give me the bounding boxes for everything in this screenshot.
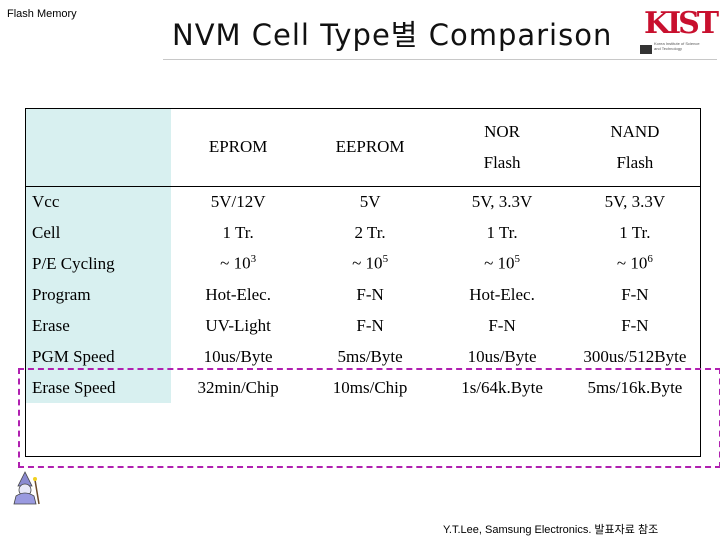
col-header-line2: Flash <box>616 153 654 172</box>
cell-exponent: 6 <box>647 253 653 266</box>
cell-base: ~ 10 <box>616 253 648 273</box>
table-cell: 300us/512Byte <box>583 346 687 366</box>
table-cell: 5V <box>359 191 381 211</box>
col-header-eeprom: EEPROM <box>305 108 435 186</box>
table-row: Erase UV-Light F-N F-N F-N <box>25 310 701 341</box>
table-cell: 1s/64k.Byte <box>461 377 543 397</box>
table-row: Vcc 5V/12V 5V 5V, 3.3V 5V, 3.3V <box>25 186 701 217</box>
header-corner-cell <box>25 108 172 186</box>
wizard-mascot-icon <box>13 471 40 505</box>
logo-subtitle: Korea Institute of Science and Technolog… <box>654 41 700 51</box>
table-cell: 32min/Chip <box>197 377 279 397</box>
table-cell: 10us/Byte <box>203 346 273 366</box>
table-row: Cell 1 Tr. 2 Tr. 1 Tr. 1 Tr. <box>25 217 701 248</box>
table-cell: 5ms/Byte <box>337 346 403 366</box>
table-cell: Hot-Elec. <box>205 284 271 304</box>
table-cell: F-N <box>356 284 384 304</box>
cell-exponent: 5 <box>382 253 389 266</box>
col-header-line2: Flash <box>483 153 521 172</box>
col-header-nand-flash: NAND Flash <box>569 108 701 186</box>
table-cell: ~ 105 <box>435 248 569 279</box>
row-label: Vcc <box>25 186 172 217</box>
col-header-line1: NOR <box>484 122 520 141</box>
cell-exponent: 5 <box>514 253 521 266</box>
row-label: P/E Cycling <box>25 248 172 279</box>
table-row: PGM Speed 10us/Byte 5ms/Byte 10us/Byte 300us… <box>25 341 701 372</box>
row-label: Cell <box>25 217 172 248</box>
table-cell: UV-Light <box>205 315 271 335</box>
row-label: Program <box>25 279 172 310</box>
table-cell: 10us/Byte <box>467 346 537 366</box>
col-header-line1: EPROM <box>208 137 268 156</box>
table-cell: F-N <box>621 315 649 335</box>
kist-logo: KIST Korea Institute of Science and Tech… <box>640 8 719 54</box>
cell-base: ~ 10 <box>352 253 383 273</box>
table-cell: 5ms/16k.Byte <box>587 377 683 397</box>
table-cell: ~ 103 <box>171 248 305 279</box>
table-row: P/E Cycling ~ 103 ~ 105 ~ 105 ~ 106 <box>25 248 701 279</box>
section-label: Flash Memory <box>7 8 77 20</box>
table-cell: ~ 106 <box>569 248 701 279</box>
comparison-table: EPROM EEPROM NOR Flash NAND Flash Vcc 5V/… <box>25 108 701 403</box>
table-cell: 1 Tr. <box>619 222 651 242</box>
table-cell: ~ 105 <box>305 248 435 279</box>
col-header-line1: EEPROM <box>335 137 405 156</box>
table-header-row: EPROM EEPROM NOR Flash NAND Flash <box>25 108 701 186</box>
col-header-nor-flash: NOR Flash <box>435 108 569 186</box>
row-label: Erase Speed <box>25 372 172 403</box>
title-divider <box>163 59 717 60</box>
cell-base: ~ 10 <box>484 253 515 273</box>
table-cell: 2 Tr. <box>354 222 386 242</box>
logo-mark: KIST <box>644 6 719 41</box>
table-cell: 5V, 3.3V <box>471 191 533 211</box>
cell-exponent: 3 <box>250 253 257 266</box>
table-row: Program Hot-Elec. F-N Hot-Elec. F-N <box>25 279 701 310</box>
logo-bar-icon <box>640 45 652 54</box>
table-cell: Hot-Elec. <box>469 284 535 304</box>
row-label: PGM Speed <box>25 341 172 372</box>
table-cell: 5V/12V <box>210 191 266 211</box>
table-cell: F-N <box>356 315 384 335</box>
table-cell: F-N <box>488 315 516 335</box>
table-cell: 1 Tr. <box>222 222 254 242</box>
cell-base: ~ 10 <box>220 253 251 273</box>
table-cell: 10ms/Chip <box>332 377 408 397</box>
table-cell: F-N <box>621 284 649 304</box>
table-cell: 5V, 3.3V <box>604 191 666 211</box>
table-row: Erase Speed 32min/Chip 10ms/Chip 1s/64k.Byt… <box>25 372 701 403</box>
header-divider <box>25 186 701 187</box>
col-header-line1: NAND <box>610 122 660 141</box>
table-cell: 1 Tr. <box>486 222 518 242</box>
footer-credit: Y.T.Lee, Samsung Electronics. 발표자료 참조 <box>443 524 659 536</box>
row-label: Erase <box>25 310 172 341</box>
page-title: NVM Cell Type별 Comparison <box>172 18 613 52</box>
col-header-eprom: EPROM <box>171 108 305 186</box>
